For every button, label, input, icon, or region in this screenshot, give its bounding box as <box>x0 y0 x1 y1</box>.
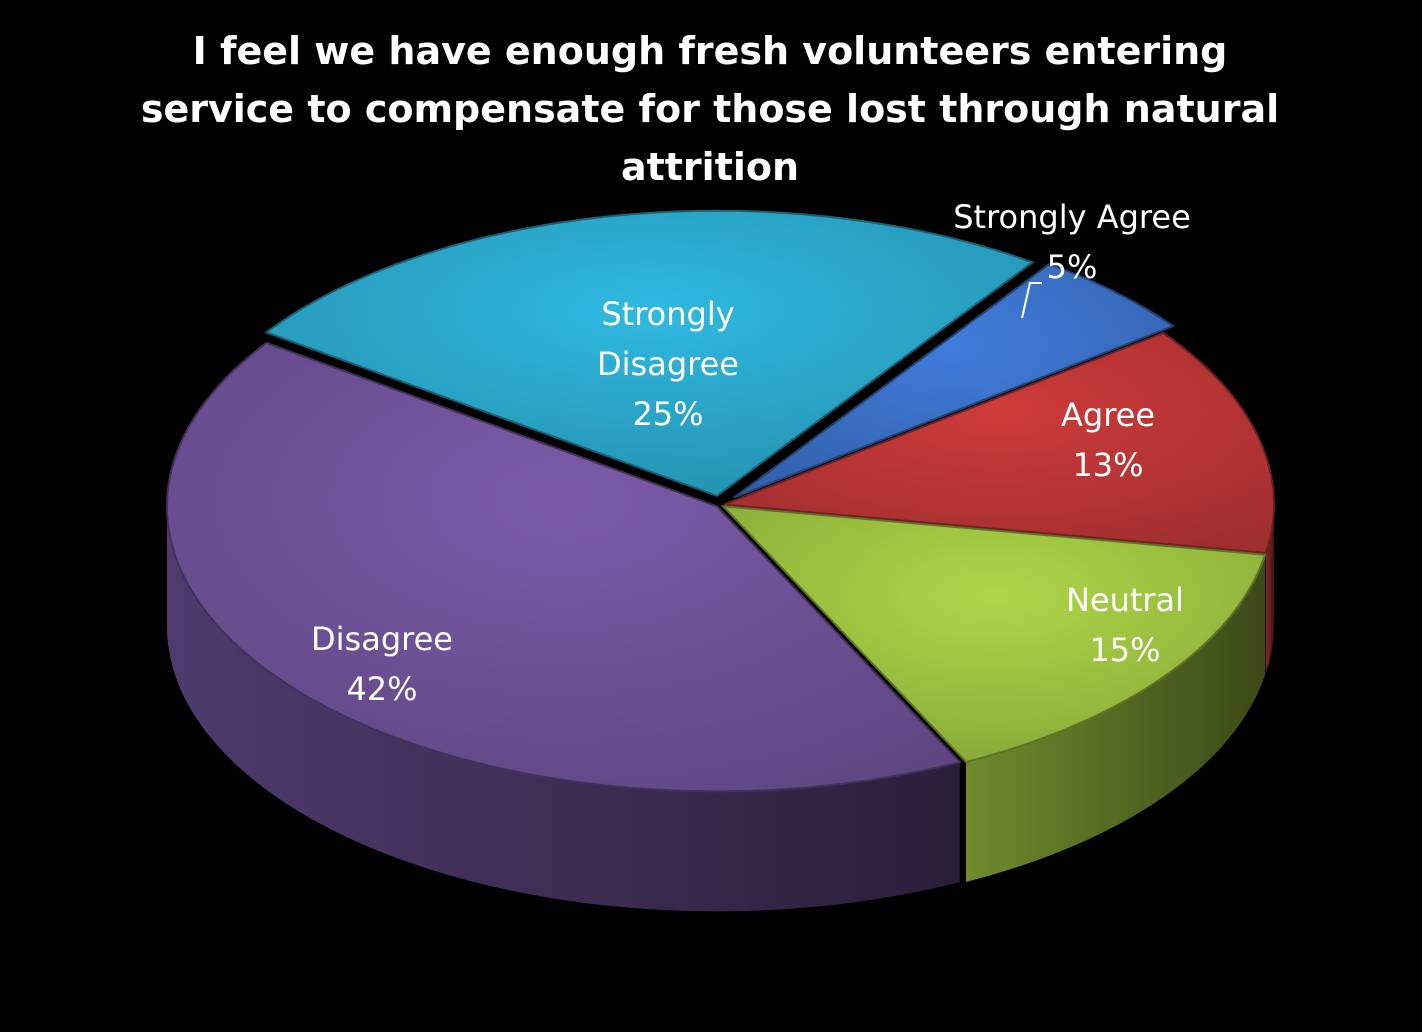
chart-title-line-1: I feel we have enough fresh volunteers e… <box>192 29 1228 73</box>
pie-side-neutral <box>966 554 1266 882</box>
chart-title-line-3: attrition <box>620 145 800 189</box>
data-label-strongly-agree: Strongly Agree 5% <box>953 198 1191 286</box>
data-label-agree: Agree 13% <box>1061 396 1155 484</box>
pie-slice-strongly-agree <box>733 262 1176 499</box>
pie-slice-neutral <box>720 505 1267 764</box>
pie-slice-agree <box>723 331 1275 555</box>
leader-line-strongly-agree <box>1021 282 1042 319</box>
chart-title-line-2: service to compensate for those lost thr… <box>140 87 1280 131</box>
pie-top-faces <box>166 209 1275 793</box>
chart-title: I feel we have enough fresh volunteers e… <box>110 22 1310 196</box>
data-label-disagree: Disagree 42% <box>311 620 453 708</box>
data-label-strongly-disagree: Strongly Disagree 25% <box>597 295 739 433</box>
pie-slice-strongly-disagree <box>264 209 1035 497</box>
pie-data-labels: Strongly Agree 5% Agree 13% Neutral 15% Disagr… <box>311 198 1191 708</box>
pie-side-disagree <box>166 506 960 912</box>
pie-slice-disagree <box>166 341 962 793</box>
data-label-neutral: Neutral 15% <box>1066 581 1184 669</box>
